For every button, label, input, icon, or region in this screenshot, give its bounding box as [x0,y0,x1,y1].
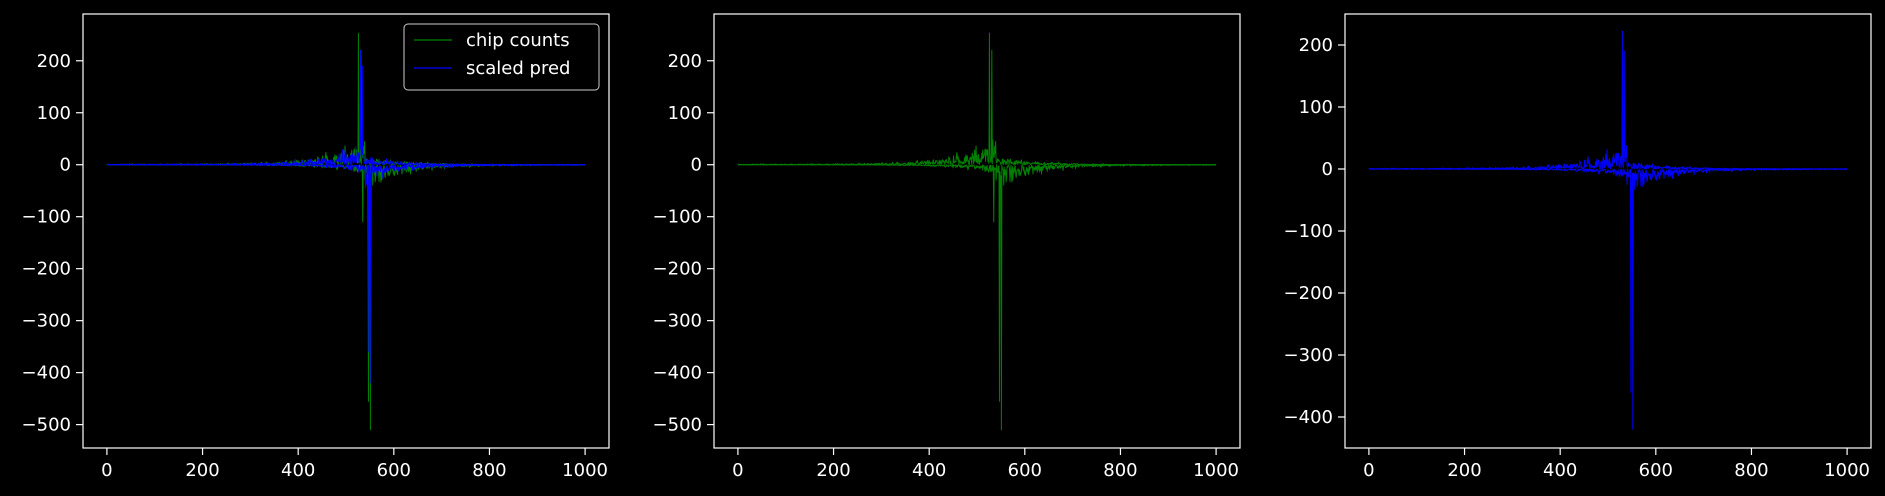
series-line-series-1-dn [737,164,1217,431]
y-tick-label: −300 [1284,345,1333,366]
x-tick-label: 800 [1734,460,1768,481]
x-tick-label: 0 [101,460,112,481]
y-tick-label: 0 [60,155,71,176]
y-tick-label: 0 [1322,159,1333,180]
x-tick-label: 200 [185,460,219,481]
y-tick-label: −400 [22,363,71,384]
y-tick-label: 100 [668,103,702,124]
y-tick-label: −100 [1284,221,1333,242]
plot-area [1368,30,1848,430]
series-line-chip-counts-dn [106,164,586,431]
plot-area [737,32,1217,431]
axes-frame [82,13,610,449]
y-tick-label: −100 [653,207,702,228]
y-tick-label: −500 [22,415,71,436]
y-tick-label: −200 [653,259,702,280]
series-line-series-1-dn [1368,168,1848,430]
panel-1: 0 200 400 600 800 1000 −500 −400 −300 −200 −100 0 10… [22,13,610,481]
y-tick-label: 100 [37,103,71,124]
x-tick-label: 1000 [1824,460,1870,481]
axes-frame [713,13,1241,449]
panel-3: 0 200 400 600 800 1000 −400 −300 −200 −100 0 100 200 [1284,13,1872,481]
x-tick-label: 600 [1639,460,1673,481]
series-line-scaled-pred-dn [106,164,586,384]
y-tick-label: −100 [22,207,71,228]
series-line-series-1-up [737,32,1217,166]
x-tick-label: 400 [1543,460,1577,481]
x-tick-label: 0 [732,460,743,481]
series-line-series-1-up [1368,30,1848,170]
legend: chip counts scaled pred [403,23,600,91]
x-tick-label: 800 [472,460,506,481]
y-tick-label: −400 [653,363,702,384]
x-tick-label: 200 [1447,460,1481,481]
x-tick-label: 600 [377,460,411,481]
axes-frame [1344,13,1872,449]
legend-box [403,23,600,91]
x-tick-label: 200 [816,460,850,481]
y-tick-label: −500 [653,415,702,436]
y-tick-label: −300 [22,311,71,332]
legend-label: chip counts [466,30,570,51]
y-tick-label: 100 [1299,97,1333,118]
x-tick-label: 400 [912,460,946,481]
x-tick-label: 0 [1363,460,1374,481]
plot-area [106,32,586,431]
y-tick-label: −200 [22,259,71,280]
x-tick-label: 1000 [1193,460,1239,481]
x-tick-label: 600 [1008,460,1042,481]
y-tick-label: −400 [1284,407,1333,428]
panel-2: 0 200 400 600 800 1000 −500 −400 −300 −200 −100 0 10… [653,13,1241,481]
y-tick-label: 200 [668,51,702,72]
x-tick-label: 1000 [562,460,608,481]
y-tick-label: 200 [1299,35,1333,56]
y-tick-label: −300 [653,311,702,332]
y-tick-label: 0 [691,155,702,176]
y-tick-label: −200 [1284,283,1333,304]
x-tick-label: 800 [1103,460,1137,481]
x-tick-label: 400 [281,460,315,481]
legend-label: scaled pred [466,58,570,79]
y-tick-label: 200 [37,51,71,72]
